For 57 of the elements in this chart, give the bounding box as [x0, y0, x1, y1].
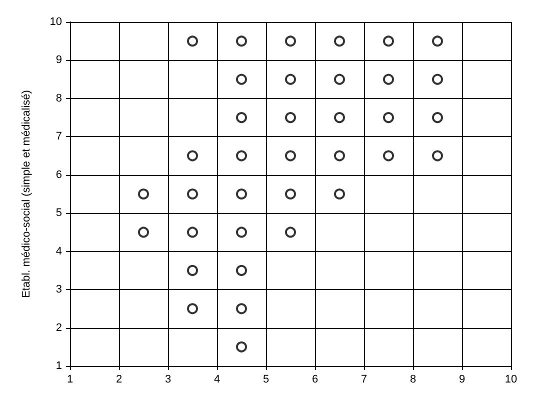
y-tick-label: 8 [56, 92, 62, 104]
y-tick-label: 4 [56, 245, 62, 258]
point [285, 226, 296, 238]
x-tick-label: 1 [66, 374, 74, 386]
point [334, 112, 345, 124]
point [236, 188, 247, 200]
point [285, 74, 296, 85]
point [187, 188, 198, 200]
point [383, 36, 394, 47]
x-tick-label: 3 [164, 374, 172, 386]
point [187, 150, 198, 162]
point [432, 150, 443, 162]
y-tick-label: 9 [56, 54, 62, 66]
point [383, 112, 394, 124]
point [285, 36, 296, 47]
y-tick-label: 5 [56, 207, 62, 220]
point [334, 36, 345, 47]
point [138, 226, 149, 238]
y-tick-label: 2 [56, 322, 62, 334]
x-tick-label: 10 [504, 374, 518, 386]
point [236, 74, 247, 85]
point [138, 188, 149, 200]
x-tick-label: 2 [116, 374, 122, 386]
point [187, 303, 198, 314]
point [187, 36, 198, 47]
y-tick-label: 10 [50, 16, 62, 28]
y-tick-label: 3 [56, 284, 62, 296]
point [334, 150, 345, 162]
x-tick-label: 4 [214, 374, 220, 386]
point [383, 74, 394, 85]
x-tick-label: 8 [410, 374, 416, 386]
point [432, 36, 443, 47]
point [236, 150, 247, 162]
x-tick-label: 9 [458, 374, 466, 386]
point [334, 188, 345, 200]
point [285, 188, 296, 200]
y-axis-title: Etabl. médico-social (simple et médicalisé) [20, 90, 32, 298]
point [236, 303, 247, 314]
point [334, 74, 345, 85]
point [383, 150, 394, 162]
point [285, 150, 296, 162]
point [236, 112, 247, 124]
point [285, 112, 296, 124]
point [187, 226, 198, 238]
y-tick-label: 6 [56, 168, 62, 181]
x-tick-label: 5 [262, 374, 270, 386]
point [432, 74, 443, 85]
x-tick-label: 6 [312, 374, 318, 386]
point [187, 264, 198, 276]
y-tick-label: 1 [56, 360, 62, 372]
point [432, 112, 443, 124]
y-tick-label: 7 [56, 130, 62, 143]
point [236, 226, 247, 238]
point [236, 36, 247, 47]
x-tick-label: 7 [360, 374, 368, 386]
point [236, 341, 247, 352]
point [236, 264, 247, 276]
